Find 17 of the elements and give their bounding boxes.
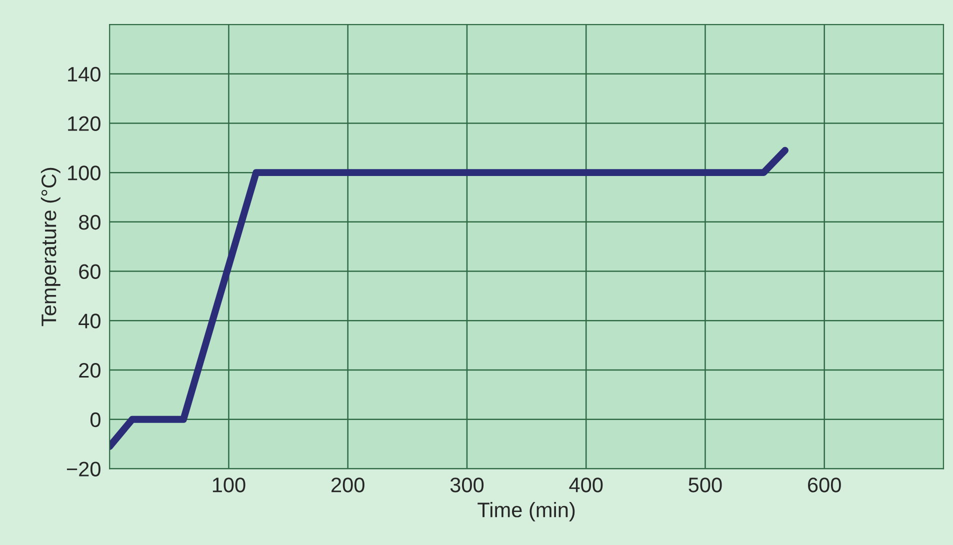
- x-tick-label: 300: [450, 478, 484, 492]
- x-axis-title: Time (min): [478, 502, 575, 522]
- x-tick-label: 500: [688, 478, 722, 492]
- y-tick-label: 140: [68, 66, 100, 82]
- y-tick-label: 120: [68, 116, 100, 131]
- x-tick-label: 600: [808, 478, 841, 492]
- y-tick-label: 60: [79, 264, 100, 280]
- y-tick-label: 20: [79, 362, 100, 378]
- x-tick-label: 400: [569, 478, 603, 492]
- x-tick-label: 100: [212, 478, 246, 492]
- y-axis-title: Temperature (°C): [40, 168, 60, 326]
- y-tick-label: 0: [90, 412, 100, 428]
- x-tick-label: 200: [332, 478, 364, 492]
- y-tick-label: −20: [66, 462, 100, 476]
- y-tick-label: 100: [68, 166, 100, 180]
- y-tick-label: 40: [78, 314, 100, 328]
- y-tick-label: 80: [78, 214, 100, 230]
